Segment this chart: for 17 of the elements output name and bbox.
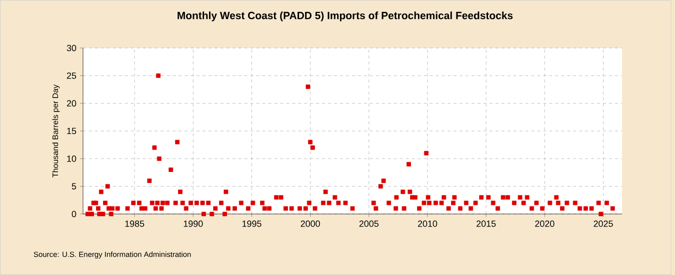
- x-tick-label: 2020: [535, 220, 554, 227]
- y-tick-label: 15: [67, 128, 76, 134]
- x-tick-label: 1990: [184, 220, 203, 227]
- x-tick-label: 2000: [300, 220, 320, 227]
- y-tick-label: 30: [66, 44, 76, 52]
- x-tick-label: 2015: [476, 220, 496, 227]
- x-tick-label: 1995: [242, 220, 262, 227]
- x-tick-label: 2005: [359, 220, 379, 227]
- y-tick-label: 0: [72, 210, 76, 218]
- y-tick-label: 5: [72, 183, 76, 190]
- y-tick-label: 10: [67, 155, 76, 162]
- chart-title: Monthly West Coast (PADD 5) Imports of Petrochemical Feedstocks: [178, 12, 513, 22]
- y-tick-label: 20: [66, 100, 76, 107]
- x-tick-label: 2010: [418, 220, 438, 227]
- x-tick-label: 1985: [125, 220, 144, 227]
- x-tick-label: 2025: [594, 220, 613, 227]
- y-tick-label: 25: [66, 72, 76, 79]
